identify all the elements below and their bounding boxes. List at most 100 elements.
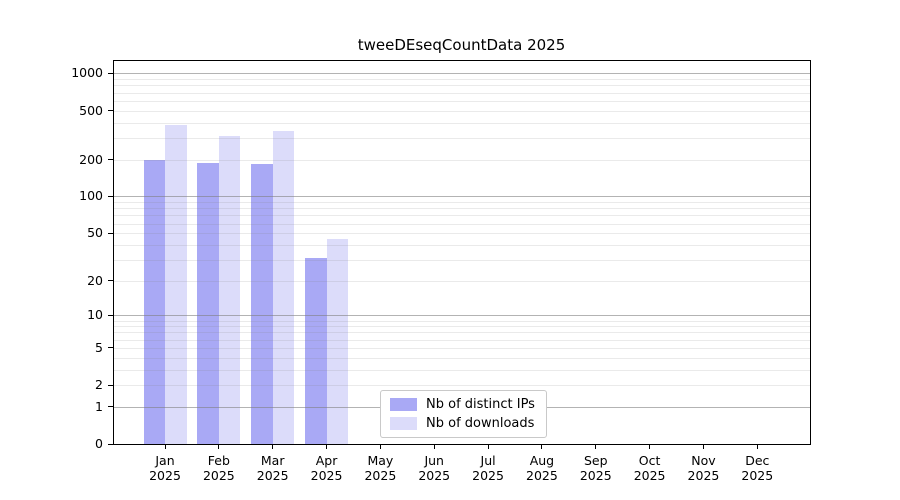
minor-gridline: [113, 122, 810, 124]
y-tick-label: 10: [87, 307, 103, 323]
x-tick-year: 2025: [256, 468, 289, 483]
x-tick-year: 2025: [418, 468, 451, 483]
right-spine: [810, 60, 811, 445]
legend-item-distinct-ips: Nb of distinct IPs: [390, 397, 535, 412]
y-tick: [108, 384, 113, 386]
y-tick: [108, 159, 113, 161]
x-tick: [433, 444, 435, 449]
x-tick-year: 2025: [149, 468, 181, 483]
major-gridline: [113, 196, 810, 198]
x-tick-year: 2025: [741, 468, 774, 483]
minor-gridline: [113, 100, 810, 102]
x-tick-label: Sep 2025: [566, 453, 626, 483]
x-tick-month: May: [367, 453, 394, 468]
y-tick: [108, 280, 113, 282]
x-tick-month: Jun: [424, 453, 444, 468]
legend-label-distinct-ips: Nb of distinct IPs: [426, 397, 535, 412]
minor-gridline: [113, 137, 810, 139]
y-tick-label: 1000: [71, 65, 103, 81]
bar-mar-downloads: [272, 131, 295, 444]
y-tick-label: 50: [87, 225, 103, 241]
y-tick-label: 200: [79, 151, 103, 167]
minor-gridline: [113, 332, 810, 334]
x-tick-year: 2025: [364, 468, 397, 483]
y-tick: [108, 314, 113, 316]
x-tick-label: Feb 2025: [189, 453, 249, 483]
y-tick-label: 500: [79, 102, 103, 118]
bar-jan-downloads: [165, 124, 187, 444]
minor-gridline: [113, 233, 810, 235]
left-spine: [113, 60, 114, 445]
x-tick-year: 2025: [579, 468, 612, 483]
minor-gridline: [113, 385, 810, 387]
major-gridline: [113, 315, 810, 317]
x-tick: [487, 444, 489, 449]
x-tick: [595, 444, 597, 449]
x-tick-month: Jan: [155, 453, 175, 468]
bar-apr-distinct-ips: [305, 258, 327, 444]
x-tick-label: Mar 2025: [243, 453, 303, 483]
x-tick-month: Nov: [691, 453, 716, 468]
x-tick-month: Mar: [260, 453, 285, 468]
bar-apr-downloads: [326, 238, 349, 444]
minor-gridline: [113, 202, 810, 204]
x-tick-year: 2025: [687, 468, 720, 483]
minor-gridline: [113, 347, 810, 349]
minor-gridline: [113, 326, 810, 328]
y-tick-label: 2: [95, 377, 103, 393]
minor-gridline: [113, 259, 810, 261]
x-tick-label: Jul 2025: [458, 453, 518, 483]
x-tick-year: 2025: [633, 468, 666, 483]
legend-label-downloads: Nb of downloads: [426, 416, 535, 431]
legend-item-downloads: Nb of downloads: [390, 416, 535, 431]
minor-gridline: [113, 110, 810, 112]
x-tick-year: 2025: [310, 468, 343, 483]
x-tick-month: Feb: [207, 453, 230, 468]
top-spine: [113, 60, 811, 61]
plot-area: [113, 60, 810, 444]
minor-gridline: [113, 85, 810, 87]
y-tick-label: 1: [95, 398, 103, 414]
minor-gridline: [113, 339, 810, 341]
legend: Nb of distinct IPs Nb of downloads: [380, 390, 547, 438]
y-tick: [108, 110, 113, 112]
bar-mar-distinct-ips: [251, 164, 273, 444]
y-tick: [108, 232, 113, 234]
bottom-spine: [113, 444, 811, 445]
y-tick-label: 100: [79, 188, 103, 204]
x-tick-label: Oct 2025: [620, 453, 680, 483]
y-tick: [108, 443, 113, 445]
y-tick: [108, 406, 113, 408]
x-tick: [164, 444, 166, 449]
y-tick-label: 5: [95, 339, 103, 355]
legend-swatch-distinct-ips: [390, 398, 417, 411]
x-tick-label: Aug 2025: [512, 453, 572, 483]
x-tick-month: Dec: [745, 453, 770, 468]
x-tick-month: Oct: [638, 453, 661, 468]
x-tick-month: Aug: [529, 453, 555, 468]
y-tick: [108, 195, 113, 197]
minor-gridline: [113, 280, 810, 282]
x-tick: [272, 444, 274, 449]
x-tick: [702, 444, 704, 449]
x-tick: [379, 444, 381, 449]
x-tick-month: Jul: [480, 453, 496, 468]
x-tick-label: Jan 2025: [135, 453, 195, 483]
minor-gridline: [113, 92, 810, 94]
minor-gridline: [113, 208, 810, 210]
x-tick-label: Apr 2025: [297, 453, 357, 483]
y-tick: [108, 347, 113, 349]
x-tick: [218, 444, 220, 449]
minor-gridline: [113, 357, 810, 359]
minor-gridline: [113, 244, 810, 246]
x-tick: [756, 444, 758, 449]
x-tick-label: May 2025: [350, 453, 410, 483]
x-tick-label: Nov 2025: [673, 453, 733, 483]
minor-gridline: [113, 369, 810, 371]
x-tick: [649, 444, 651, 449]
minor-gridline: [113, 215, 810, 217]
minor-gridline: [113, 320, 810, 322]
bar-jan-distinct-ips: [143, 159, 165, 444]
bar-feb-downloads: [218, 135, 241, 444]
